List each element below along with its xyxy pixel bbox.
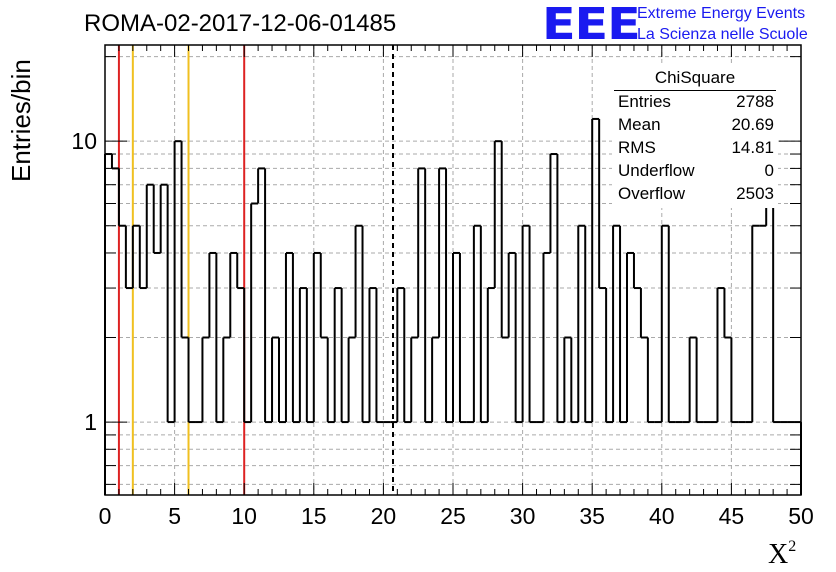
x-tick-label: 25 xyxy=(440,503,466,529)
x-tick-label: 40 xyxy=(649,503,675,529)
stats-key: Underflow xyxy=(618,161,695,180)
x-tick-label: 5 xyxy=(168,503,181,529)
x-tick-label: 0 xyxy=(99,503,112,529)
stats-box: ChiSquare Entries 2788 Mean 20.69 RMS 14… xyxy=(612,66,778,208)
y-tick-label: 1 xyxy=(84,409,97,435)
stats-title: ChiSquare xyxy=(654,68,736,87)
stats-value: 0 xyxy=(764,161,774,180)
logo-line-2: La Scienza nelle Scuole xyxy=(637,26,808,43)
stats-row-rms: RMS 14.81 xyxy=(618,138,774,160)
stats-value: 20.69 xyxy=(731,115,774,134)
stats-row-underflow: Underflow 0 xyxy=(618,161,774,183)
eee-logo-mark: EEE xyxy=(542,0,641,50)
stats-row-mean: Mean 20.69 xyxy=(618,115,774,137)
stats-key: Entries xyxy=(618,92,671,111)
stats-key: Mean xyxy=(618,115,661,134)
y-tick-label: 10 xyxy=(71,128,97,154)
stats-row-overflow: Overflow 2503 xyxy=(618,184,774,206)
x-axis-label: X2 xyxy=(768,538,797,570)
y-axis-label: Entries/bin xyxy=(6,59,36,182)
stats-row-entries: Entries 2788 xyxy=(618,92,774,114)
x-tick-label: 50 xyxy=(788,503,814,529)
logo-line-1: Extreme Energy Events xyxy=(637,5,806,22)
stats-key: Overflow xyxy=(618,184,686,203)
stats-value: 14.81 xyxy=(731,138,774,157)
x-tick-label: 10 xyxy=(231,503,257,529)
x-tick-label: 15 xyxy=(301,503,327,529)
stats-divider xyxy=(614,90,776,91)
x-tick-label: 20 xyxy=(371,503,397,529)
stats-value: 2788 xyxy=(736,92,774,111)
chart-title: ROMA-02-2017-12-06-01485 xyxy=(84,10,397,37)
stats-value: 2503 xyxy=(736,184,774,203)
stats-key: RMS xyxy=(618,138,656,157)
eee-logo: EEE Extreme Energy Events La Scienza nel… xyxy=(542,2,832,48)
x-tick-label: 35 xyxy=(579,503,605,529)
x-tick-label: 30 xyxy=(510,503,536,529)
stats-box-background xyxy=(612,66,778,208)
x-tick-label: 45 xyxy=(719,503,745,529)
